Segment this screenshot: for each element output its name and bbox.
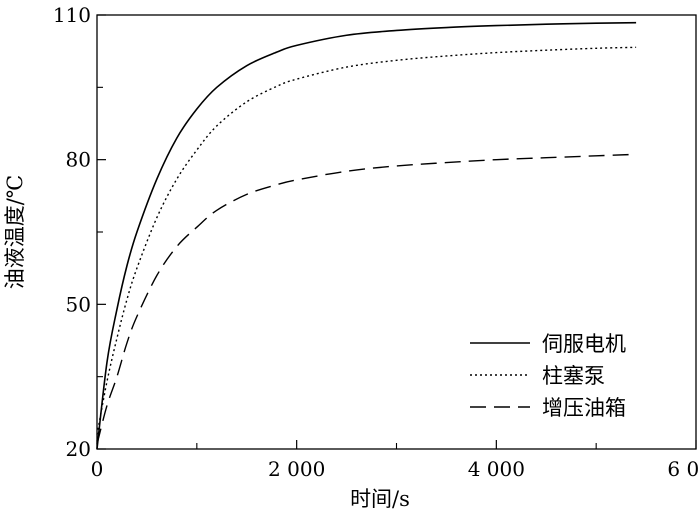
x-tick-label-4: 6 000 <box>667 457 700 481</box>
legend-label-2: 柱塞泵 <box>542 364 605 388</box>
x-tick-label-2: 2 000 <box>268 457 325 481</box>
plot-frame <box>96 14 697 450</box>
x-axis-title: 时间/s <box>350 487 410 511</box>
ticks-layer: 0 2 000 4 000 6 000 20 50 80 110 <box>53 3 700 481</box>
y-tick-label-3: 80 <box>66 148 91 172</box>
series-line-3 <box>96 153 637 445</box>
series-line-1 <box>96 21 637 450</box>
y-tick-label-1: 20 <box>66 437 91 461</box>
series-layer <box>96 21 637 450</box>
y-axis-title: 油液温度/℃ <box>3 175 27 290</box>
legend-label-1: 伺服电机 <box>542 332 626 356</box>
series-line-2 <box>96 46 637 435</box>
legend-label-3: 增压油箱 <box>542 396 626 420</box>
x-tick-label-3: 4 000 <box>468 457 525 481</box>
y-tick-label-2: 50 <box>66 292 91 316</box>
y-tick-label-4: 110 <box>53 3 91 27</box>
x-tick-label-1: 0 <box>91 457 104 481</box>
